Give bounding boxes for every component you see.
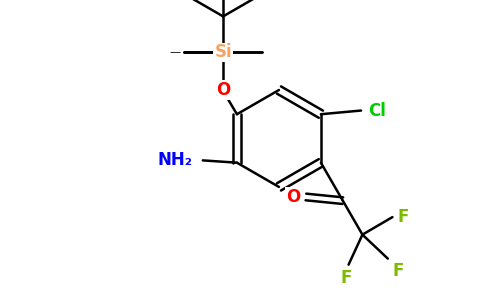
Text: NH₂: NH₂ bbox=[157, 152, 192, 169]
Text: —: — bbox=[169, 47, 181, 57]
Text: F: F bbox=[341, 269, 352, 287]
Text: F: F bbox=[397, 208, 408, 226]
Text: O: O bbox=[286, 188, 301, 206]
Text: O: O bbox=[216, 81, 230, 99]
Text: Cl: Cl bbox=[368, 101, 386, 119]
Text: F: F bbox=[393, 262, 404, 280]
Text: Si: Si bbox=[214, 44, 232, 62]
